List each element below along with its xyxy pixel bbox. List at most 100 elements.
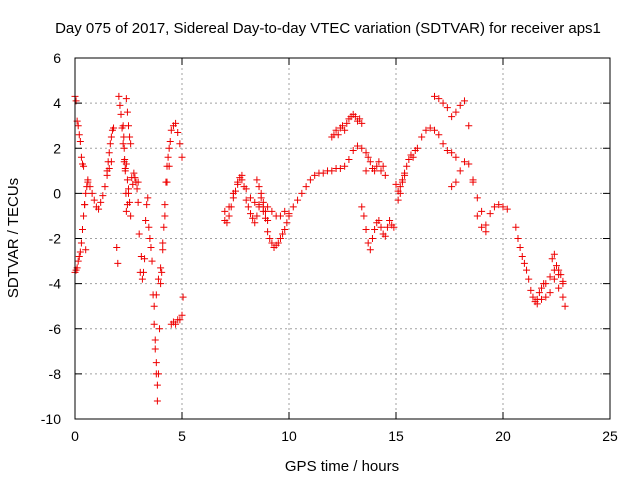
x-tick-labels: 0 5 10 15 20 25 [71,428,618,444]
y-axis-label: SDTVAR / TECUs [5,178,22,298]
data-point [151,336,159,344]
data-point [356,115,364,123]
y-tick-label: -2 [49,231,62,247]
data-point [244,203,252,211]
data-point [274,239,282,247]
data-point [161,212,169,220]
data-point [514,235,522,242]
data-point [251,198,259,206]
data-point [460,97,468,105]
data-point [268,207,276,215]
data-point [520,259,528,267]
data-point [142,216,150,224]
data-point [557,271,565,279]
data-point [82,246,90,254]
data-point [99,192,107,200]
data-point [311,171,319,179]
data-point [97,198,105,206]
data-points [71,92,569,405]
y-tick-label: -10 [41,411,61,427]
data-point [261,207,269,215]
data-point [144,194,152,202]
data-point [345,156,353,164]
data-point [518,253,526,261]
data-point [452,108,460,116]
data-point [448,113,456,121]
data-point [377,223,385,231]
data-point [176,316,184,324]
data-point [377,167,385,175]
data-point [143,201,151,209]
data-point [439,140,447,148]
data-point [396,183,404,191]
data-point [150,320,158,328]
data-point [542,280,550,288]
data-point [158,268,166,276]
data-point [122,207,130,215]
data-point [435,131,443,139]
data-point [138,275,146,283]
data-point [163,178,171,186]
data-point [151,345,159,353]
data-point [465,160,473,168]
data-point [179,293,187,301]
data-point [257,189,265,197]
data-point [253,176,261,184]
chart-title: Day 075 of 2017, Sidereal Day-to-day VTE… [55,20,601,37]
data-point [122,95,130,103]
data-point [123,201,131,209]
data-point [431,126,439,134]
data-point [486,210,494,218]
data-point [77,153,85,161]
data-point [276,212,284,220]
data-point [134,178,142,186]
data-point [146,235,154,242]
data-point [364,239,372,247]
data-point [525,275,533,283]
data-point [409,153,417,161]
data-point [255,203,263,211]
data-point [298,189,306,197]
data-point [131,174,139,182]
data-point [555,266,563,274]
data-point [238,176,246,184]
data-point [157,264,165,272]
data-point [319,169,327,177]
data-point [381,232,389,240]
data-point [452,153,460,161]
data-point [165,162,173,170]
data-point [113,244,121,252]
data-point [127,140,135,148]
data-point [166,137,174,145]
data-point [368,235,376,242]
data-point [456,167,464,175]
data-point [443,147,451,155]
data-point [386,216,394,224]
data-point [555,284,563,292]
data-point [225,203,233,211]
data-point [403,162,411,170]
data-point [394,196,402,204]
data-point [482,221,490,229]
data-point [546,273,554,281]
data-point [116,101,124,109]
data-point [478,223,486,231]
data-point [392,180,400,188]
data-point [134,198,142,206]
data-point [527,286,535,294]
data-point [294,196,302,204]
data-point [152,359,160,367]
data-point [495,201,503,209]
data-point [375,216,383,224]
data-point [225,212,233,220]
y-tick-labels: -10 -8 -6 -4 -2 0 2 4 6 [41,50,61,427]
data-point [516,244,524,252]
x-tick-label: 0 [71,428,79,444]
y-tick-label: -4 [49,276,62,292]
data-point [249,214,257,222]
data-point [174,128,182,136]
data-point [353,142,361,150]
data-point [114,259,122,267]
data-point [119,140,127,148]
